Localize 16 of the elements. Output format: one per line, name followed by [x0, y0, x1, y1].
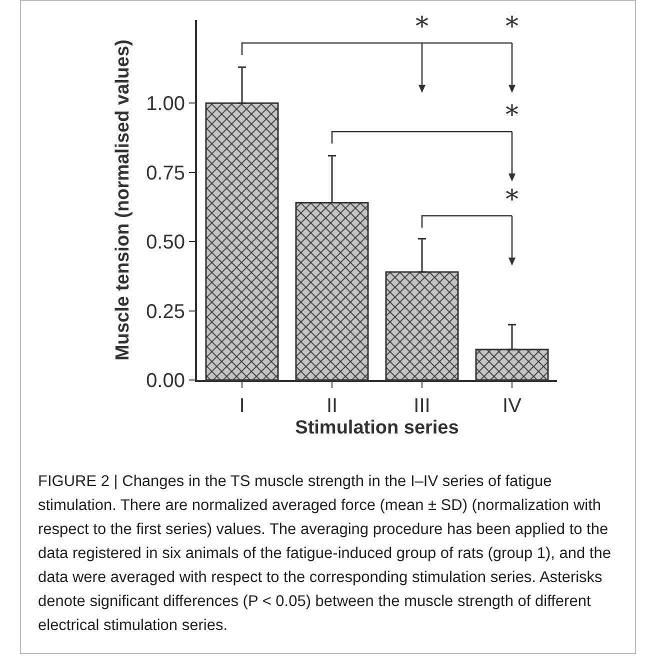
- annotation: *: [416, 12, 428, 42]
- annotation: *: [506, 12, 518, 42]
- y-tick-label: 1.00: [146, 93, 185, 116]
- y-axis-title: Muscle tension (normalised values): [112, 40, 134, 360]
- x-axis-title: Stimulation series: [295, 417, 459, 438]
- y-tick-label: 0.50: [146, 232, 185, 254]
- y-tick-label: 0.00: [146, 370, 185, 392]
- x-tick-label: IV: [502, 395, 522, 417]
- x-tick-label: II: [326, 395, 338, 417]
- x-tick-label: I: [239, 395, 245, 417]
- annotation: *: [506, 184, 518, 215]
- y-tick-label: 0.75: [146, 162, 185, 184]
- x-tick-label: III: [414, 395, 430, 417]
- caption: FIGURE 2 | Changes in the TS muscle strength in the I–IV series of fatigue stimulation. There are normalized averaged force (mean ± SD) (normalization with respect to the first series) values. The averaging procedure has been applied to the data registered in six animals of the fatigue-induced group of rats (group 1), and the data were averaged with respect to the corresponding stimulation series. Asterisks denote significant differences (P < 0.05) between the muscle strength of different electrical stimulation series.: [38, 472, 612, 636]
- annotation: *: [506, 100, 518, 131]
- y-tick-label: 0.25: [146, 300, 185, 323]
